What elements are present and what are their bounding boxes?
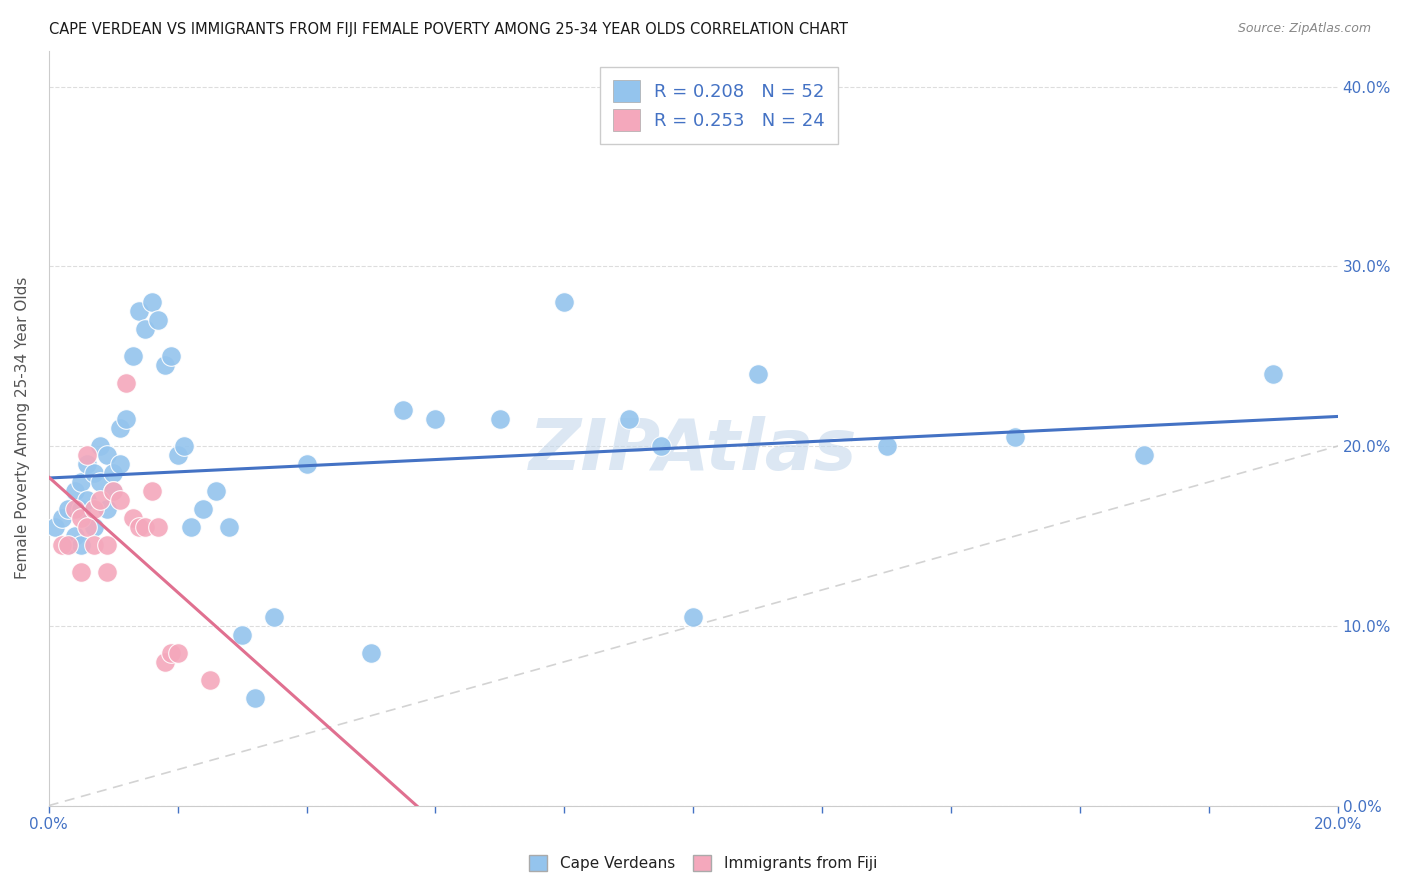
Point bbox=[89, 493, 111, 508]
Point bbox=[83, 502, 105, 516]
Point bbox=[121, 349, 143, 363]
Point bbox=[1133, 448, 1156, 462]
Point bbox=[148, 313, 170, 327]
Point bbox=[160, 646, 183, 660]
Point bbox=[70, 565, 93, 579]
Point bbox=[134, 520, 156, 534]
Point bbox=[231, 628, 253, 642]
Point bbox=[44, 520, 66, 534]
Point bbox=[51, 538, 73, 552]
Point bbox=[89, 475, 111, 489]
Point bbox=[63, 529, 86, 543]
Point bbox=[56, 502, 79, 516]
Point bbox=[166, 646, 188, 660]
Point bbox=[747, 368, 769, 382]
Point bbox=[128, 304, 150, 318]
Point bbox=[360, 646, 382, 660]
Point bbox=[134, 322, 156, 336]
Point bbox=[70, 538, 93, 552]
Point bbox=[198, 673, 221, 687]
Legend: R = 0.208   N = 52, R = 0.253   N = 24: R = 0.208 N = 52, R = 0.253 N = 24 bbox=[600, 67, 838, 144]
Text: CAPE VERDEAN VS IMMIGRANTS FROM FIJI FEMALE POVERTY AMONG 25-34 YEAR OLDS CORREL: CAPE VERDEAN VS IMMIGRANTS FROM FIJI FEM… bbox=[49, 22, 848, 37]
Point bbox=[51, 511, 73, 525]
Point bbox=[76, 520, 98, 534]
Point bbox=[153, 655, 176, 669]
Point bbox=[193, 502, 215, 516]
Point bbox=[1004, 430, 1026, 444]
Point bbox=[617, 412, 640, 426]
Point bbox=[425, 412, 447, 426]
Point bbox=[108, 421, 131, 435]
Point bbox=[103, 484, 125, 499]
Point bbox=[56, 538, 79, 552]
Point bbox=[489, 412, 512, 426]
Point bbox=[70, 511, 93, 525]
Point bbox=[682, 610, 704, 624]
Point bbox=[295, 457, 318, 471]
Point bbox=[108, 493, 131, 508]
Point bbox=[141, 484, 163, 499]
Point bbox=[56, 538, 79, 552]
Point bbox=[103, 484, 125, 499]
Legend: Cape Verdeans, Immigrants from Fiji: Cape Verdeans, Immigrants from Fiji bbox=[523, 849, 883, 877]
Point bbox=[76, 457, 98, 471]
Point bbox=[160, 349, 183, 363]
Y-axis label: Female Poverty Among 25-34 Year Olds: Female Poverty Among 25-34 Year Olds bbox=[15, 277, 30, 579]
Point bbox=[392, 403, 415, 417]
Point bbox=[83, 538, 105, 552]
Point bbox=[243, 690, 266, 705]
Point bbox=[1263, 368, 1285, 382]
Point bbox=[70, 475, 93, 489]
Point bbox=[115, 412, 138, 426]
Point bbox=[76, 448, 98, 462]
Point bbox=[108, 457, 131, 471]
Point bbox=[63, 502, 86, 516]
Point bbox=[103, 466, 125, 480]
Point bbox=[89, 439, 111, 453]
Point bbox=[96, 448, 118, 462]
Point bbox=[76, 493, 98, 508]
Point bbox=[96, 502, 118, 516]
Point bbox=[96, 538, 118, 552]
Text: ZIPAtlas: ZIPAtlas bbox=[529, 417, 858, 485]
Point bbox=[218, 520, 240, 534]
Point bbox=[153, 358, 176, 372]
Point bbox=[148, 520, 170, 534]
Point bbox=[70, 502, 93, 516]
Point bbox=[173, 439, 195, 453]
Point bbox=[83, 520, 105, 534]
Point bbox=[128, 520, 150, 534]
Point bbox=[96, 565, 118, 579]
Point bbox=[121, 511, 143, 525]
Point bbox=[650, 439, 672, 453]
Point bbox=[263, 610, 285, 624]
Point bbox=[83, 466, 105, 480]
Point bbox=[876, 439, 898, 453]
Point bbox=[166, 448, 188, 462]
Text: Source: ZipAtlas.com: Source: ZipAtlas.com bbox=[1237, 22, 1371, 36]
Point bbox=[205, 484, 228, 499]
Point bbox=[553, 295, 575, 310]
Point bbox=[141, 295, 163, 310]
Point bbox=[63, 484, 86, 499]
Point bbox=[180, 520, 202, 534]
Point bbox=[115, 376, 138, 391]
